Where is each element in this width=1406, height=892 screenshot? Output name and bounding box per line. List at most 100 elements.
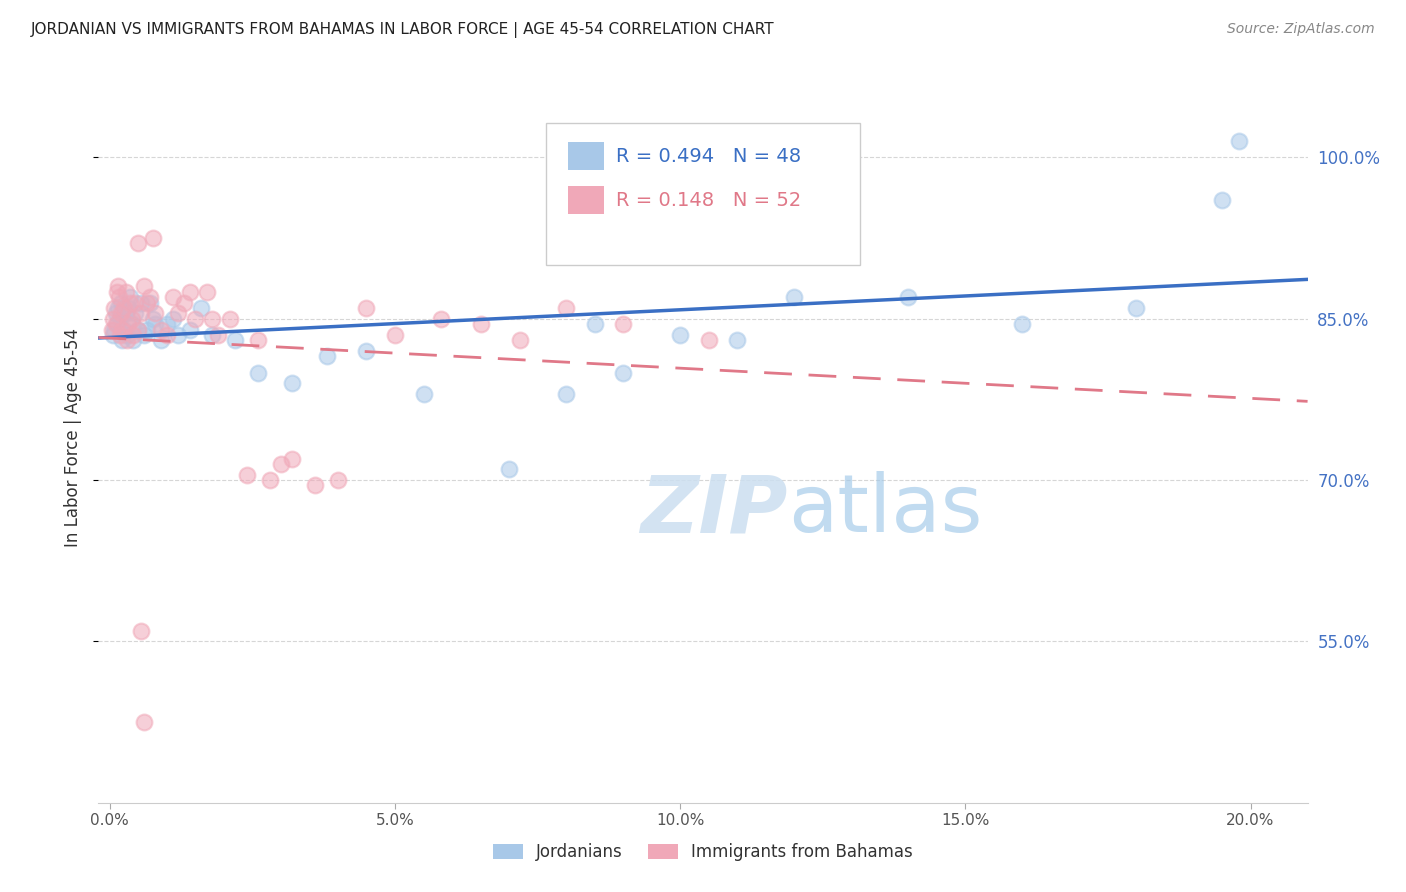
Point <box>121 333 143 347</box>
Point <box>429 311 451 326</box>
Point <box>108 311 131 326</box>
Point <box>356 301 378 315</box>
Point <box>384 327 406 342</box>
Legend: Jordanians, Immigrants from Bahamas: Jordanians, Immigrants from Bahamas <box>486 837 920 868</box>
Point <box>108 290 131 304</box>
Point <box>132 327 155 342</box>
Point <box>124 295 146 310</box>
Point <box>1011 317 1033 331</box>
Point <box>112 322 135 336</box>
Text: atlas: atlas <box>787 471 981 549</box>
Point <box>412 387 434 401</box>
Point <box>162 311 184 326</box>
Point <box>725 333 748 347</box>
Point <box>124 306 146 320</box>
Point <box>315 350 337 364</box>
Point <box>235 467 257 482</box>
Point <box>112 301 135 315</box>
Point <box>129 295 152 310</box>
Point <box>224 333 246 347</box>
Text: JORDANIAN VS IMMIGRANTS FROM BAHAMAS IN LABOR FORCE | AGE 45-54 CORRELATION CHAR: JORDANIAN VS IMMIGRANTS FROM BAHAMAS IN … <box>31 22 775 38</box>
Point <box>201 327 224 342</box>
Point <box>281 451 304 466</box>
Point <box>555 387 578 401</box>
Point <box>117 301 139 315</box>
Point <box>107 279 129 293</box>
Point <box>1227 134 1250 148</box>
Point <box>132 279 155 293</box>
Point <box>304 478 326 492</box>
Text: Source: ZipAtlas.com: Source: ZipAtlas.com <box>1227 22 1375 37</box>
Point <box>150 333 173 347</box>
Text: R = 0.494   N = 48: R = 0.494 N = 48 <box>616 146 801 166</box>
Bar <box>568 186 603 214</box>
Point <box>135 322 157 336</box>
Point <box>555 301 578 315</box>
Point <box>104 317 127 331</box>
Point <box>259 473 281 487</box>
Point <box>103 322 125 336</box>
Point <box>103 311 125 326</box>
Point <box>121 327 143 342</box>
Point <box>356 344 378 359</box>
Text: R = 0.148   N = 52: R = 0.148 N = 52 <box>616 191 801 210</box>
Point <box>121 317 143 331</box>
Point <box>207 327 229 342</box>
Point <box>142 231 165 245</box>
Point <box>184 311 207 326</box>
Point <box>167 327 190 342</box>
Point <box>100 322 122 336</box>
Point <box>107 301 129 315</box>
Point <box>612 366 634 380</box>
Point <box>583 317 606 331</box>
Point <box>179 285 201 299</box>
Point <box>190 301 212 315</box>
Point <box>127 236 149 251</box>
Point <box>142 311 165 326</box>
Point <box>897 290 920 304</box>
Point <box>697 333 720 347</box>
Point <box>139 290 162 304</box>
Y-axis label: In Labor Force | Age 45-54: In Labor Force | Age 45-54 <box>65 327 83 547</box>
Point <box>150 322 173 336</box>
Point <box>156 327 179 342</box>
Point <box>145 306 167 320</box>
Point <box>110 295 132 310</box>
Point <box>669 327 692 342</box>
Point <box>179 322 201 336</box>
Point <box>173 295 195 310</box>
Bar <box>568 143 603 170</box>
Point <box>103 301 125 315</box>
Text: ZIP: ZIP <box>640 471 787 549</box>
Point <box>115 327 138 342</box>
Point <box>129 624 152 638</box>
Point <box>498 462 520 476</box>
Point <box>118 295 141 310</box>
Point <box>195 285 218 299</box>
Point <box>1211 194 1233 208</box>
Point <box>111 322 134 336</box>
Point <box>105 285 128 299</box>
Point <box>201 311 224 326</box>
Point <box>101 327 124 342</box>
Point <box>127 322 149 336</box>
Point <box>104 306 127 320</box>
Point <box>156 317 179 331</box>
Point <box>108 327 131 342</box>
Point <box>281 376 304 391</box>
Point <box>247 366 270 380</box>
Point <box>218 311 240 326</box>
Point <box>509 333 531 347</box>
Point <box>470 317 492 331</box>
Point <box>162 290 184 304</box>
Point <box>135 295 157 310</box>
Point <box>326 473 349 487</box>
Point <box>114 285 136 299</box>
Point <box>117 317 139 331</box>
Point <box>118 290 141 304</box>
Point <box>139 295 162 310</box>
Point <box>783 290 806 304</box>
Point <box>114 306 136 320</box>
Point <box>110 306 132 320</box>
Point <box>247 333 270 347</box>
